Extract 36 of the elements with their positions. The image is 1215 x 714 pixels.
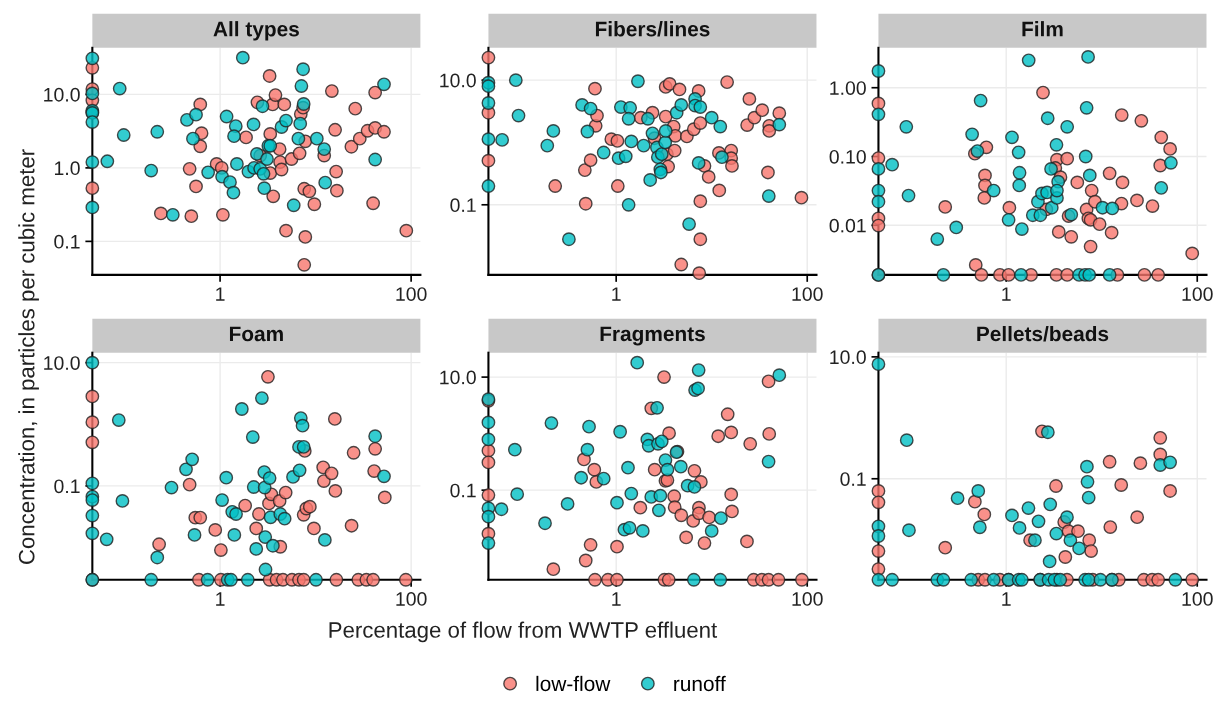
x-tick-label: 100 xyxy=(396,287,427,301)
x-tick-label: 1 xyxy=(1002,592,1011,606)
x-tick-label: 100 xyxy=(792,592,823,606)
chart-title: Fragments xyxy=(600,326,705,346)
y-tick-label: 1.0 xyxy=(54,161,80,176)
x-tick-label: 1 xyxy=(612,592,621,606)
y-tick-label: 10.0 xyxy=(44,356,80,370)
y-tick-label: 1.00 xyxy=(830,81,866,95)
chart-title: Pellets/beads xyxy=(977,325,1109,342)
chart-title: Foam xyxy=(229,326,283,342)
x-tick-label: 1 xyxy=(216,287,225,301)
chart-title: Film xyxy=(1022,21,1063,37)
x-tick-label: 100 xyxy=(1182,592,1213,606)
y-tick-label: 0.1 xyxy=(840,472,866,486)
y-tick-label: 10.0 xyxy=(830,350,866,365)
x-tick-label: 1 xyxy=(216,592,225,606)
y-tick-label: 10.0 xyxy=(44,87,80,102)
y-tick-label: 0.1 xyxy=(450,198,476,213)
x-tick-label: 100 xyxy=(792,287,823,301)
x-tick-label: 100 xyxy=(1182,287,1213,301)
y-tick-label: 0.1 xyxy=(54,234,80,249)
y-axis-title: Concentration, in particles per cubic meter xyxy=(18,149,39,564)
x-tick-label: 1 xyxy=(1002,287,1011,301)
x-tick-label: 1 xyxy=(612,287,621,301)
y-tick-label: 10.0 xyxy=(440,73,476,88)
y-tick-label: 0.01 xyxy=(829,218,866,233)
legend-label: low-flow xyxy=(536,675,611,692)
y-tick-label: 10.0 xyxy=(440,370,476,385)
y-tick-label: 0.1 xyxy=(54,479,80,494)
y-tick-label: 0.1 xyxy=(450,483,476,498)
chart-title: Fibers/lines xyxy=(595,21,710,37)
legend-label: runoff xyxy=(674,675,726,692)
x-tick-label: 100 xyxy=(396,592,427,606)
y-tick-label: 0.10 xyxy=(829,149,866,164)
x-axis-title: Percentage of flow from WWTP effluent xyxy=(329,621,718,643)
chart-title: All types xyxy=(213,21,299,41)
